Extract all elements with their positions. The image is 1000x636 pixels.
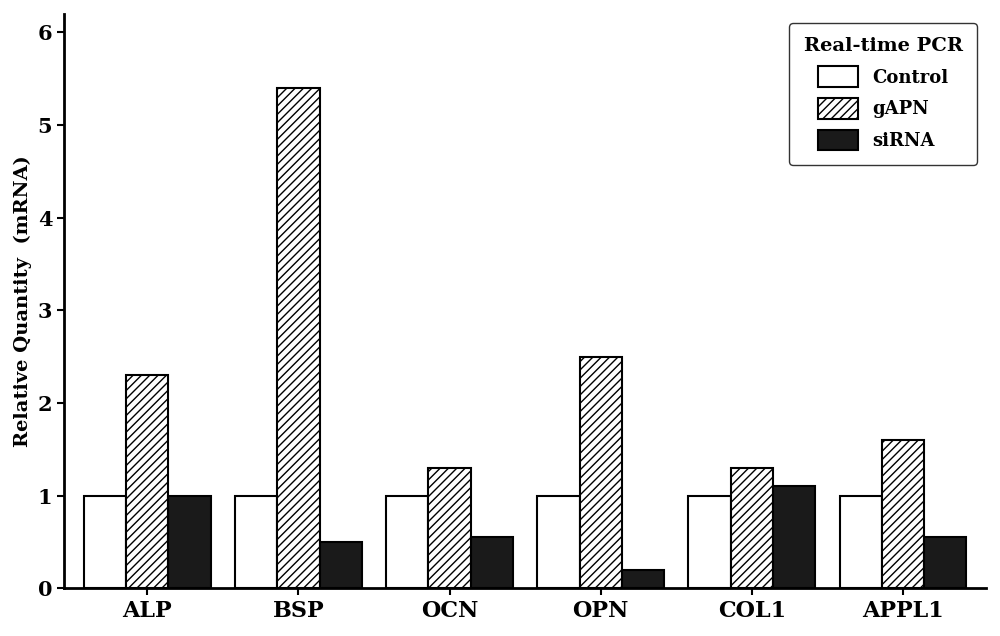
Bar — [235, 495, 277, 588]
Bar — [386, 495, 428, 588]
Bar — [168, 495, 211, 588]
Bar — [840, 495, 882, 588]
Bar — [882, 440, 924, 588]
Bar — [773, 487, 815, 588]
Bar — [580, 357, 622, 588]
Legend: Control, gAPN, siRNA: Control, gAPN, siRNA — [789, 23, 977, 165]
Bar — [622, 570, 664, 588]
Bar — [537, 495, 580, 588]
Bar — [688, 495, 731, 588]
Bar — [277, 88, 320, 588]
Bar — [924, 537, 966, 588]
Bar — [320, 542, 362, 588]
Y-axis label: Relative Quantity  (mRNA): Relative Quantity (mRNA) — [14, 155, 32, 447]
Bar — [428, 468, 471, 588]
Bar — [731, 468, 773, 588]
Bar — [471, 537, 513, 588]
Bar — [126, 375, 168, 588]
Bar — [84, 495, 126, 588]
